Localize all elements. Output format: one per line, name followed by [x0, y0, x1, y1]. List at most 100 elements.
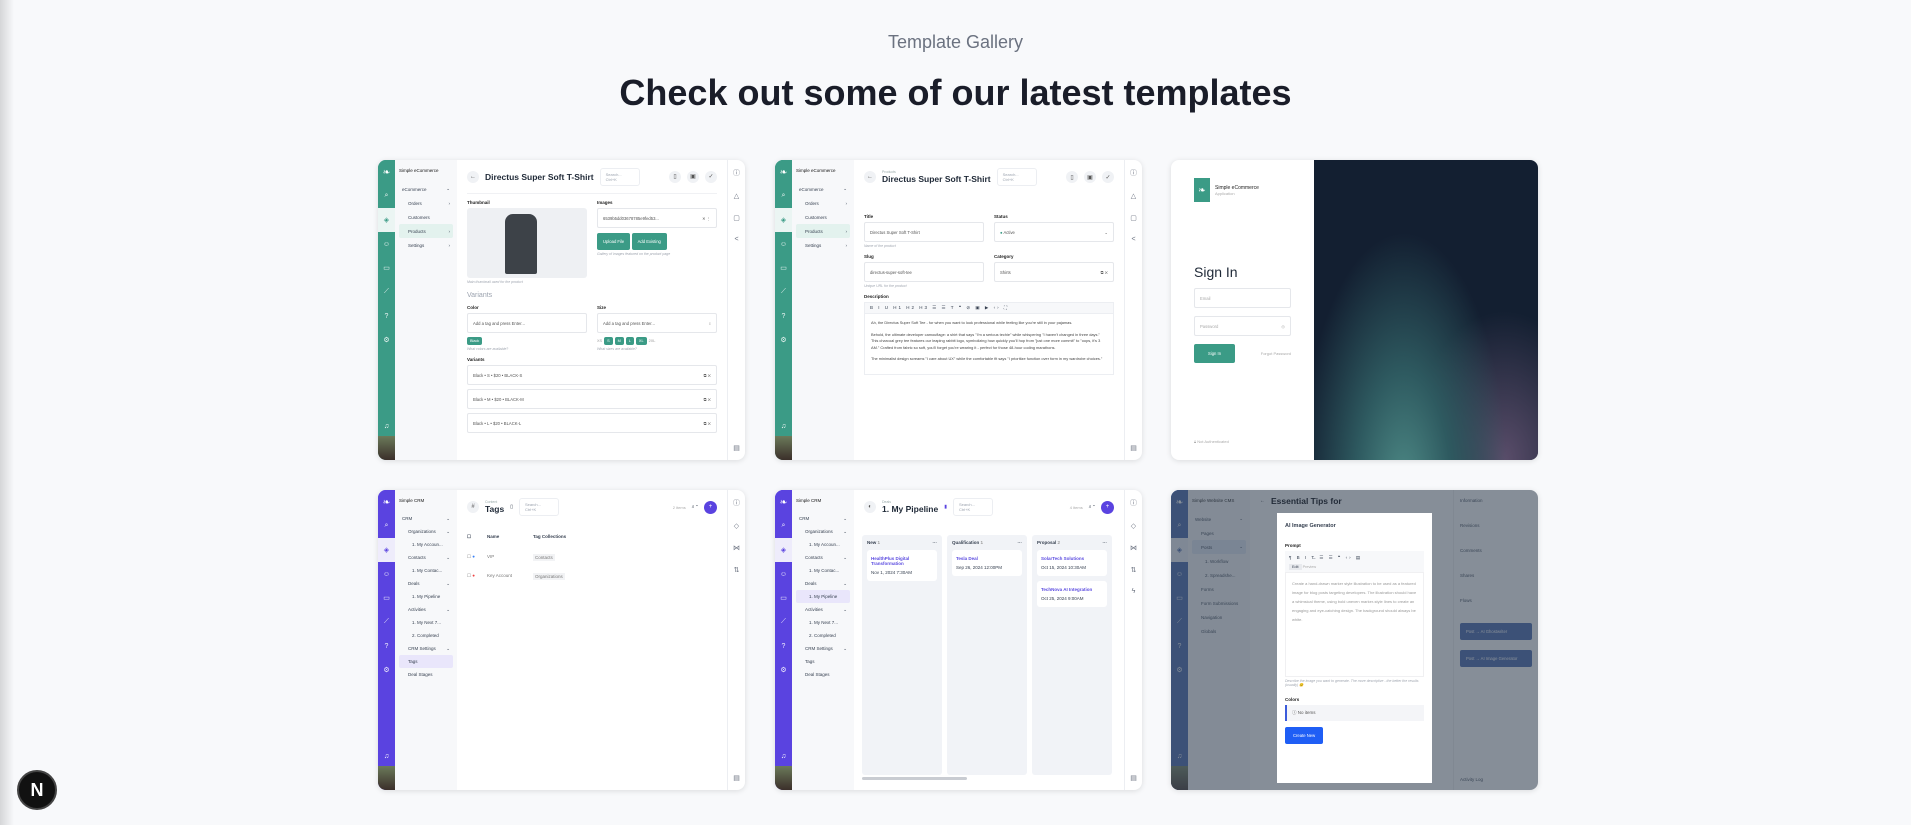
template-card-ecommerce-product[interactable]: ❧ ⌕ ◈ ☺ ▭ ⟋? ⚙ ♫ Simple eCommerce eCommerce ⌄ Or…	[378, 160, 745, 460]
avatar	[775, 766, 792, 790]
create-new-button: Create New	[1285, 727, 1324, 744]
insights-icon: ⟋	[781, 618, 786, 625]
revisions-icon: △	[1130, 193, 1137, 200]
sidebar-rail: ⓘ △ ▢ < ▤	[1124, 160, 1142, 460]
module-rail: ❧ ⌕ ◈ ☺ ▭ ⟋? ⚙ ♫	[378, 160, 395, 460]
add-item-button: +	[704, 500, 717, 514]
add-item-button: +	[1101, 500, 1114, 514]
folder-icon: ▭	[780, 595, 787, 602]
insights-icon: ⟋	[781, 288, 786, 295]
module-rail: ❧ ⌕ ◈ ☺ ▭ ⟋? ⚙ ♫	[775, 160, 792, 460]
search-input: Search... Ctrl+K	[996, 168, 1037, 186]
nav-item: eCommerce ⌄	[402, 186, 450, 192]
gear-icon: ⚙	[383, 667, 390, 674]
comments-icon: ▢	[733, 215, 740, 222]
password-field: Password ◎	[1194, 316, 1291, 336]
help-icon: ?	[781, 312, 786, 320]
page-title: 1. My Pipeline	[882, 504, 939, 514]
nav-panel: Simple CRM CRM ⌄ Organizations ⌄ 1. My Accou…	[792, 490, 854, 790]
template-card-crm-pipeline[interactable]: ❧ ⌕ ◈ ☺ ▭ ⟋? ⚙ ♫ Simple CRM CRM ⌄ Organizations ⌄ 1…	[775, 490, 1142, 790]
table-row: ☐ ● Key Account Organizations	[467, 573, 565, 580]
main-content: ← Essential Tips for	[1250, 490, 1453, 790]
template-card-cms-ai-image[interactable]: ❧⌕◈☺▭⟋?⚙♫ Simple Website CMS Website⌄Pag…	[1171, 490, 1538, 790]
bookmark-icon: ◇	[1130, 523, 1137, 530]
share-icon: <	[1131, 236, 1136, 243]
avatar	[775, 436, 792, 460]
description-editor: Ah, the Directus Super Soft Tee - for wh…	[864, 314, 1114, 375]
nav-panel: Simple CRM CRM ⌄ Organizations ⌄ 1. My Accou…	[395, 490, 457, 790]
sign-in-heading: Sign In	[1194, 264, 1238, 280]
kanban-card: Tesla Deal Sep 26, 2024 12:00PM	[952, 550, 1022, 576]
check-icon: ✓	[705, 170, 717, 183]
rabbit-logo-icon: ❧	[775, 160, 792, 184]
module-rail: ❧ ⌕ ◈ ☺ ▭ ⟋? ⚙ ♫	[775, 490, 792, 790]
upload-file-button: Upload File	[597, 233, 631, 250]
page-title: Essential Tips for	[1271, 496, 1342, 506]
main-content: ◐ Deals 1. My Pipeline ▮ Search... Ctrl+K 4 i…	[854, 490, 1124, 790]
comments-icon: ▢	[1130, 215, 1137, 222]
nav-item: Orders ›	[408, 200, 450, 206]
help-icon: ?	[384, 312, 389, 320]
search-icon: ⌕	[781, 192, 786, 199]
prompt-editor: Create a hand-drawn marker style illustr…	[1285, 572, 1424, 677]
search-input: Search... Ctrl+K	[952, 498, 993, 516]
folder-icon: ▭	[383, 265, 390, 272]
avatar	[378, 436, 395, 460]
info-icon: ⓘ	[733, 500, 740, 507]
rabbit-logo-icon: ❧	[1194, 178, 1210, 202]
variant-row: Black • M • $20 • BLACK-M ⧉ ✕	[467, 389, 717, 409]
filter-icon: ⌕ ▿	[691, 504, 698, 510]
back-arrow-icon: ←	[864, 171, 876, 183]
bookmark-icon: ▮	[944, 504, 947, 510]
section-headline: Check out some of our latest templates	[619, 72, 1292, 113]
help-icon: ?	[384, 642, 389, 650]
nav-item: Products ›	[399, 224, 453, 238]
save-as-icon: ▣	[1084, 171, 1096, 183]
add-existing-button: Add Existing	[631, 233, 667, 250]
image-file-row: 6539b5dd03678785e9fed53... ✕ ⋮	[597, 208, 717, 228]
save-as-icon: ▣	[687, 170, 699, 183]
thumbnail-image	[467, 208, 587, 278]
insights-icon: ⟋	[384, 288, 389, 295]
rabbit-logo-icon: ❧	[775, 490, 792, 514]
rabbit-logo-icon: ❧	[378, 490, 395, 514]
email-field: Email	[1194, 288, 1291, 308]
variant-row: Black • L • $20 • BLACK-L ⧉ ✕	[467, 413, 717, 433]
kanban-card: HealthPlus Digital Transformation Nov 1, …	[867, 550, 937, 581]
template-card-crm-tags[interactable]: ❧ ⌕ ◈ ☺ ▭ ⟋? ⚙ ♫ Simple CRM CRM ⌄ Organizations ⌄ 1…	[378, 490, 745, 790]
content-icon: ◈	[378, 208, 395, 232]
breadcrumb: Products	[882, 170, 896, 174]
table-row: ☐ ● VIP Contacts	[467, 554, 555, 561]
search-input: Search... Ctrl+K	[518, 498, 559, 516]
content-icon: ◈	[378, 538, 395, 562]
auth-status: 🔒︎ Not Authenticated	[1194, 439, 1229, 444]
module-rail: ❧ ⌕ ◈ ☺ ▭ ⟋? ⚙ ♫	[378, 490, 395, 790]
page-title: Directus Super Soft T-Shirt	[485, 171, 594, 182]
search-icon: ⌕	[781, 522, 786, 529]
kanban-column: Proposal 2 ··· SolarTech Solutions Oct 15, …	[1032, 535, 1112, 775]
editor-toolbar: ¶ B I T̶ ☰ ☰ ❝ ‹› ▤	[1285, 551, 1424, 565]
deals-icon: ◐	[864, 501, 876, 513]
delete-icon: ▯	[669, 170, 681, 183]
bolt-icon: ϟ	[1131, 588, 1136, 595]
back-arrow-icon: ←	[1260, 498, 1265, 504]
template-card-ecommerce-description[interactable]: ❧ ⌕ ◈ ☺ ▭ ⟋? ⚙ ♫ Simple eCommerce eCommerce ⌄ Ord…	[775, 160, 1142, 460]
template-card-sign-in[interactable]: ❧ Simple eCommerce Application Sign In Ema…	[1171, 160, 1538, 460]
search-input: Search... Ctrl+K	[599, 167, 640, 186]
search-icon: ⌕	[384, 192, 389, 199]
eye-icon: ◎	[1281, 323, 1285, 329]
variant-row: Black • S • $20 • BLACK-S ⧉ ✕	[467, 365, 717, 385]
info-icon: ⓘ	[1292, 710, 1297, 715]
variants-heading: Variants	[467, 292, 493, 299]
bell-icon: ♫	[383, 423, 390, 430]
search-icon: ⌕	[384, 522, 389, 529]
kanban-column: New 1 ··· HealthPlus Digital Transformatio…	[862, 535, 942, 775]
gear-icon: ⚙	[780, 667, 787, 674]
window-edge-shadow	[0, 0, 14, 825]
revisions-icon: △	[733, 193, 740, 200]
users-icon: ☺	[779, 240, 788, 248]
nextjs-dev-badge[interactable]: N	[17, 770, 57, 810]
table-header: ☐ Name Tag Collections	[467, 534, 567, 539]
info-icon: ⓘ	[1130, 170, 1137, 177]
editor-toolbar: B I U H1 H2 H3 ☰ ☰ T ❝ ⊘ ▣ ▶ ‹› ⛶	[864, 302, 1114, 314]
